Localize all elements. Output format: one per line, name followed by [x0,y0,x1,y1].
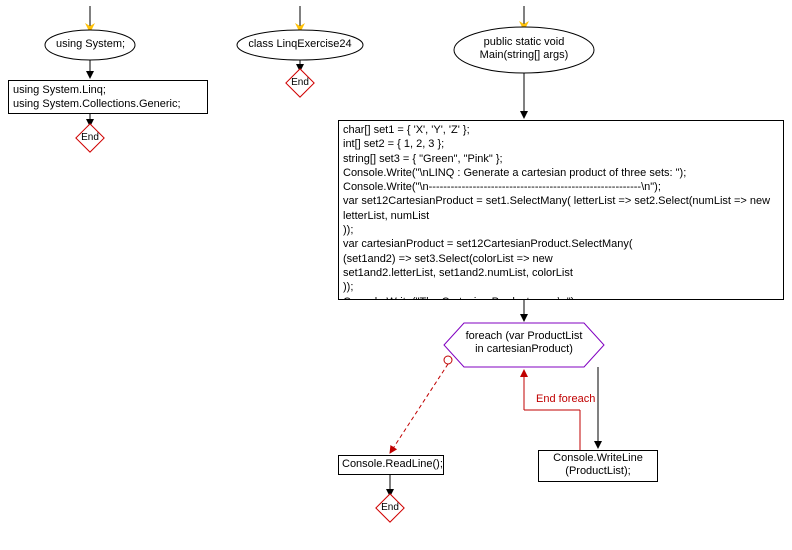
hex-line1: foreach (var ProductList [466,330,583,342]
hex-line2: in cartesianProduct) [475,343,573,355]
code-line-4: Console.Write("\n-----------------------… [343,180,779,194]
usings-box: using System.Linq; using System.Collecti… [8,80,208,114]
code-line-10: set1and2.letterList, set1and2.numList, c… [343,266,779,280]
code-line-9: (set1and2) => set3.Select(colorList => n… [343,252,779,266]
code-line-0: char[] set1 = { 'X', 'Y', 'Z' }; [343,123,779,137]
code-line-12: Console.Write("The Cartesian Product are… [343,295,779,300]
writeline-l1: Console.WriteLine [541,452,655,465]
main-line1: public static void [484,36,565,48]
end-label-3: End [378,502,402,514]
readline-label: Console.ReadLine(); [342,457,440,471]
ellipse-label-class: class LinqExercise24 [240,38,360,51]
code-line-6: letterList, numList [343,209,779,223]
code-line-11: )); [343,280,779,294]
loop-exit-line [390,364,448,453]
end-label-2: End [288,77,312,89]
loop-exit-dot [444,356,452,364]
hex-label: foreach (var ProductList in cartesianPro… [454,330,594,356]
ellipse-label-main: public static void Main(string[] args) [458,36,590,62]
code-line-5: var set12CartesianProduct = set1.SelectM… [343,194,779,208]
end-foreach-label: End foreach [536,392,595,406]
readline-box: Console.ReadLine(); [338,455,444,475]
main-line2: Main(string[] args) [480,49,569,61]
code-line-2: string[] set3 = { "Green", "Pink" }; [343,152,779,166]
ellipse-label-system: using System; [48,38,133,51]
code-line-8: var cartesianProduct = set12CartesianPro… [343,237,779,251]
writeline-l2: (ProductList); [541,465,655,478]
using-generic: using System.Collections.Generic; [13,97,203,111]
using-linq: using System.Linq; [13,83,203,97]
code-block-main: char[] set1 = { 'X', 'Y', 'Z' }; int[] s… [338,120,784,300]
code-line-7: )); [343,223,779,237]
writeline-box: Console.WriteLine (ProductList); [538,450,658,482]
code-line-1: int[] set2 = { 1, 2, 3 }; [343,137,779,151]
end-label-1: End [78,132,102,144]
code-line-3: Console.Write("\nLINQ : Generate a carte… [343,166,779,180]
